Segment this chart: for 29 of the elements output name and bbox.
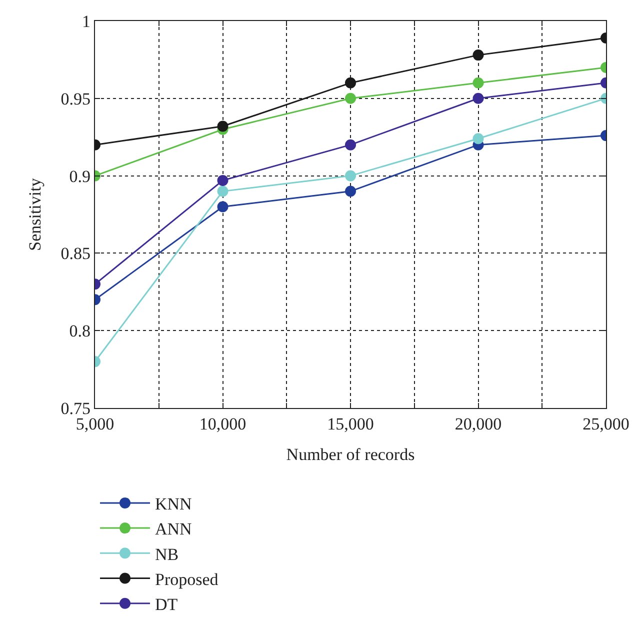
y-tick-label: 0.95 [60,89,90,108]
point [472,92,484,104]
point [472,50,484,61]
legend-label: ANN [155,520,192,539]
point [345,77,356,88]
x-tick-label: 15,000 [327,414,374,434]
legend-label: DT [155,594,178,614]
point [217,186,228,197]
y-tick-label: 0.9 [69,166,90,186]
point [217,201,228,212]
x-tick-label: 10,000 [199,414,246,434]
x-tick-label: 25,000 [582,414,630,434]
point [345,186,356,197]
point [472,133,484,144]
y-tick-label: 0.8 [69,322,90,341]
point [345,139,356,150]
y-tick-label: 0.85 [60,244,90,264]
y-tick-label: 1 [82,12,90,31]
x-tick-label: 20,000 [454,414,502,434]
point [345,170,356,182]
point [472,77,484,88]
x-axis-title: Number of records [286,444,415,464]
legend-label: NB [155,544,179,564]
point [217,174,228,186]
legend-label: KNN [155,494,192,514]
point [217,120,228,132]
point [345,92,356,104]
y-axis-title: Sensitivity [25,178,44,251]
legend-label: Proposed [155,570,219,589]
